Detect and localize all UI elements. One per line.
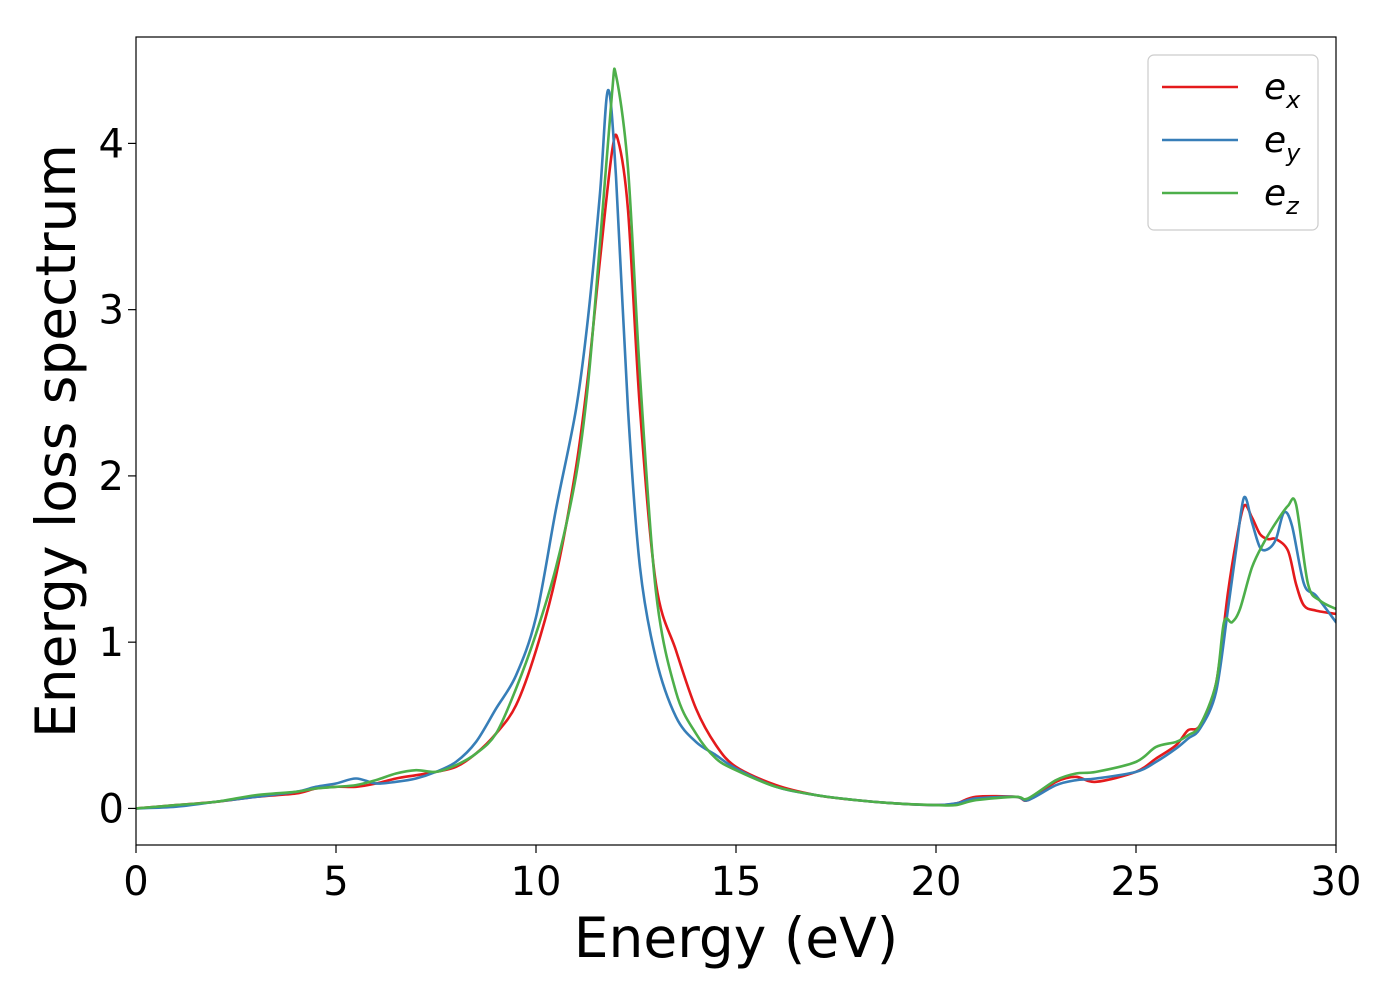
x-axis: 0 5 10 15 20 25 30 [123, 845, 1361, 905]
series-layer [136, 67, 1336, 810]
x-tick-label: 30 [1311, 859, 1362, 905]
legend-label-base: e [1264, 67, 1286, 108]
y-tick-label: 2 [99, 454, 124, 500]
series-line-y [136, 88, 1336, 810]
y-tick-label: 3 [99, 288, 124, 334]
series-line-z [136, 67, 1336, 810]
x-tick-label: 15 [711, 859, 762, 905]
legend-label-z: ez [1264, 173, 1300, 220]
series-line-x [136, 133, 1336, 810]
legend-label-subscript: x [1285, 86, 1301, 114]
legend-label-y: ey [1264, 120, 1301, 167]
y-tick-label: 0 [99, 786, 124, 832]
y-axis: 0 1 2 3 4 [99, 121, 136, 832]
legend-label-subscript: z [1285, 192, 1300, 220]
y-axis-label: Energy loss spectrum [24, 144, 88, 738]
x-tick-label: 10 [511, 859, 562, 905]
legend-label-base: e [1264, 173, 1286, 214]
legend-label-subscript: y [1285, 139, 1301, 167]
x-tick-label: 20 [911, 859, 962, 905]
x-tick-label: 0 [123, 859, 148, 905]
legend-label-base: e [1264, 120, 1286, 161]
x-axis-label: Energy (eV) [574, 906, 898, 970]
x-tick-label: 5 [323, 859, 348, 905]
y-tick-label: 4 [99, 121, 124, 167]
x-tick-label: 25 [1111, 859, 1162, 905]
legend-label-x: ex [1264, 67, 1301, 114]
y-tick-label: 1 [99, 620, 124, 666]
legend-box [1147, 54, 1319, 231]
